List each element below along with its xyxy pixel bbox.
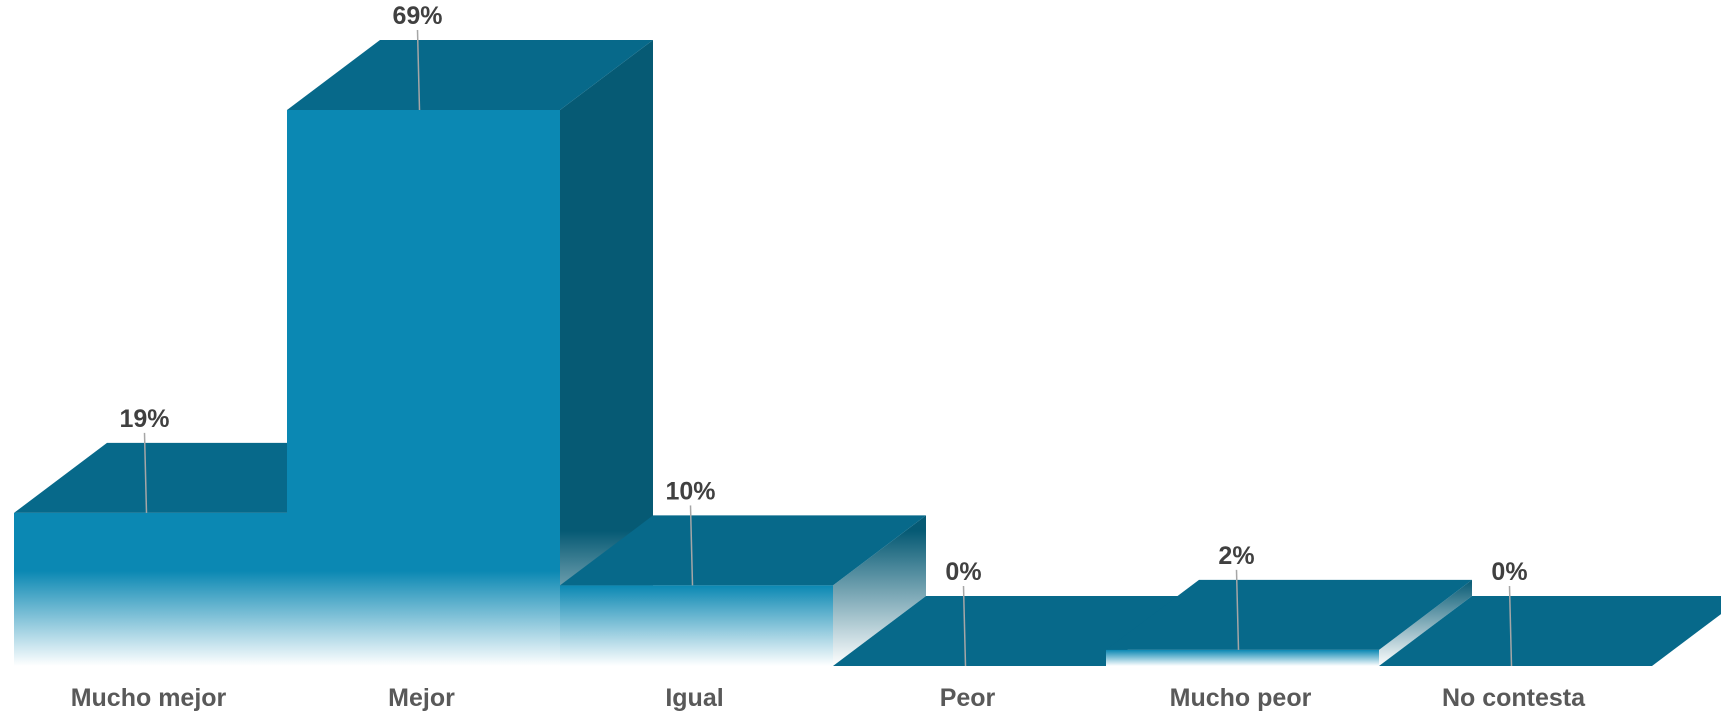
category-tick-label: Mucho peor xyxy=(1170,684,1312,712)
data-label-leader-line xyxy=(689,505,694,586)
data-label: 0% xyxy=(945,558,981,586)
bar-side-face xyxy=(833,515,926,666)
bar-side-face xyxy=(560,40,653,666)
bar xyxy=(1379,596,1721,666)
category-tick-label: Igual xyxy=(665,684,723,712)
bar-top-face xyxy=(1106,579,1472,650)
category-tick-label: Mejor xyxy=(388,684,455,712)
category-tick-label: No contesta xyxy=(1442,684,1586,712)
data-label-leader-line xyxy=(1508,585,1513,667)
data-label: 10% xyxy=(665,477,715,505)
bar-side-face xyxy=(1379,579,1472,666)
data-label-leader-line xyxy=(416,29,421,111)
bar-top-face xyxy=(833,596,1199,666)
bar xyxy=(287,40,653,666)
bar xyxy=(560,515,926,666)
category-tick-label: Mucho mejor xyxy=(71,684,227,712)
bar-front-face xyxy=(14,512,287,666)
data-label-leader-line xyxy=(962,585,967,667)
bar-top-face xyxy=(1379,596,1721,666)
data-label-leader-line xyxy=(1235,569,1240,650)
category-tick-label: Peor xyxy=(940,684,996,712)
bar-front-face xyxy=(560,585,833,666)
bar-top-face xyxy=(560,515,926,586)
labels-layer: 19% 69% 10% 0% 2% 0% xyxy=(119,2,1528,667)
category-axis: Mucho mejor Mejor Igual Peor Mucho peor No co… xyxy=(71,684,1586,712)
data-label: 0% xyxy=(1491,558,1527,586)
bar xyxy=(833,596,1199,666)
bar-front-face xyxy=(287,110,560,666)
data-label-leader-line xyxy=(143,432,148,513)
bar-front-face xyxy=(1106,649,1379,666)
data-label: 2% xyxy=(1218,542,1254,570)
bars-layer xyxy=(14,40,1721,666)
data-label: 19% xyxy=(119,405,169,433)
data-label: 69% xyxy=(392,2,442,30)
bar xyxy=(1106,579,1472,666)
bar-top-face xyxy=(287,40,653,110)
